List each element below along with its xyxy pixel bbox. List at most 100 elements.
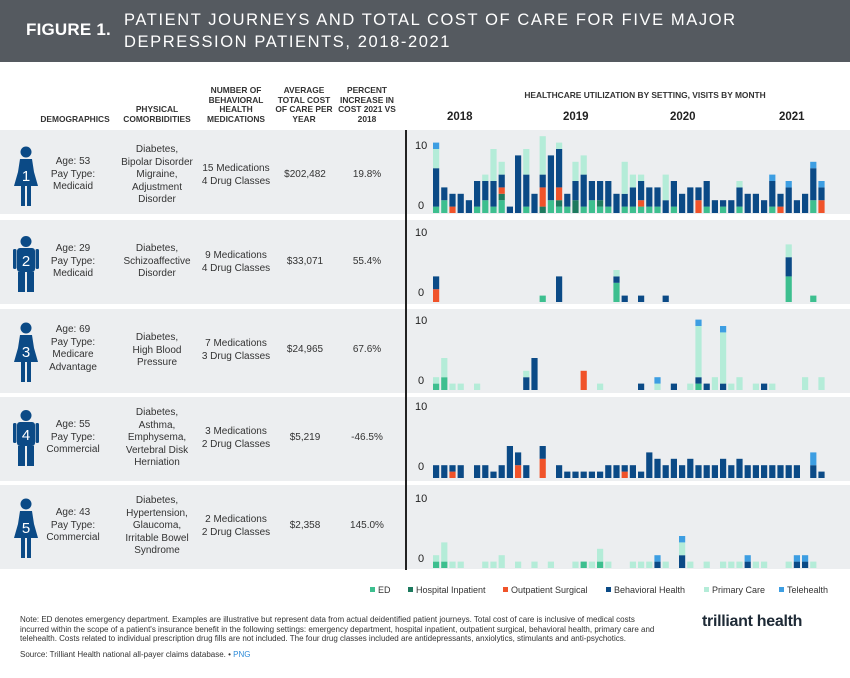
- age: Age: 55: [55, 419, 91, 430]
- bar-segment-hospital-inpatient: [556, 200, 563, 207]
- col-header-demographics: DEMOGRAPHICS: [40, 114, 110, 124]
- bar-segment-behavioral-health: [564, 193, 571, 207]
- bar-segment-ed: [670, 206, 677, 213]
- bar-segment-behavioral-health: [720, 200, 727, 207]
- bar-segment-behavioral-health: [769, 181, 776, 207]
- bar-segment-behavioral-health: [580, 174, 587, 207]
- bar-segment-ed: [482, 200, 489, 213]
- bar-segment-behavioral-health: [580, 471, 587, 478]
- comorbidity: Migraine,: [136, 169, 178, 180]
- table-chart-divider: [405, 130, 407, 570]
- bar-segment-behavioral-health: [441, 465, 448, 478]
- pct-increase-2: 55.4%: [352, 256, 382, 267]
- bar-segment-behavioral-health: [498, 174, 505, 188]
- bar-segment-behavioral-health: [605, 465, 612, 478]
- bar-segment-behavioral-health: [687, 458, 694, 478]
- bar-segment-behavioral-health: [588, 181, 595, 201]
- demographics-1: Age: 53 Pay Type: Medicaid: [38, 156, 108, 194]
- bar-segment-outpatient-surgical: [621, 471, 628, 478]
- bar-segment-behavioral-health: [662, 200, 669, 213]
- medications-3: 7 Medications 3 Drug Classes: [196, 338, 276, 363]
- bar-segment-primary-care: [556, 142, 563, 149]
- bar-segment-behavioral-health: [556, 276, 563, 302]
- bar-segment-behavioral-health: [662, 295, 669, 302]
- bar-segment-behavioral-health: [556, 465, 563, 478]
- bar-segment-telehealth: [810, 161, 817, 169]
- bar-segment-primary-care: [646, 561, 653, 568]
- patient-1-bars: [433, 136, 825, 213]
- bar-segment-primary-care: [621, 161, 628, 194]
- legend-item-primary-care: Primary Care: [704, 585, 765, 595]
- bar-segment-telehealth: [744, 555, 751, 562]
- bar-segment-behavioral-health: [703, 465, 710, 478]
- y-tick-0: 0: [418, 200, 425, 212]
- figure-label: FIGURE 1.: [26, 20, 111, 39]
- comorbidity: High Blood: [132, 344, 182, 356]
- legend-swatch: [704, 587, 709, 592]
- comorbidity: Diabetes,: [135, 243, 179, 254]
- bar-segment-telehealth: [433, 142, 440, 149]
- bar-segment-behavioral-health: [761, 465, 768, 478]
- patient-4-bars: [433, 446, 825, 478]
- bar-segment-outpatient-surgical: [433, 289, 440, 302]
- legend-item-telehealth: Telehealth: [779, 585, 828, 595]
- bar-segment-telehealth: [769, 174, 776, 181]
- bar-segment-primary-care: [736, 377, 743, 390]
- source-line: Source: Trilliant Health national all-pa…: [20, 650, 251, 659]
- bar-segment-behavioral-health: [629, 187, 636, 207]
- bar-segment-outpatient-surgical: [449, 471, 456, 478]
- bar-segment-behavioral-health: [515, 155, 522, 213]
- pay-type: Medicaid: [52, 181, 94, 192]
- bar-segment-primary-care: [539, 136, 546, 175]
- patient-row-band-2: [0, 220, 850, 304]
- bar-segment-primary-care: [547, 561, 554, 568]
- bar-segment-behavioral-health: [785, 465, 792, 478]
- bar-segment-behavioral-health: [457, 193, 464, 213]
- medication-count: 2 Medications: [205, 514, 267, 525]
- bar-segment-behavioral-health: [605, 181, 612, 207]
- bar-segment-behavioral-health: [506, 206, 513, 213]
- patient-5-bars: [433, 536, 817, 568]
- legend-label: Hospital Inpatient: [416, 585, 486, 595]
- col-header-comorbidities: PHYSICAL COMORBIDITIES: [123, 104, 191, 124]
- comorbidity: Diabetes,: [135, 332, 179, 343]
- comorbidity: Syndrome: [134, 545, 180, 556]
- png-link[interactable]: PNG: [233, 650, 251, 659]
- drug-class-count: 2 Drug Classes: [201, 526, 271, 538]
- comorbidity: Disorder: [138, 194, 176, 205]
- bar-segment-primary-care: [736, 561, 743, 568]
- bar-segment-behavioral-health: [679, 465, 686, 478]
- bar-segment-primary-care: [449, 561, 456, 568]
- drug-class-count: 2 Drug Classes: [201, 438, 271, 450]
- pay-type: Commercial: [46, 444, 100, 455]
- demographics-4: Age: 55 Pay Type: Commercial: [38, 419, 108, 457]
- bar-segment-primary-care: [605, 561, 612, 568]
- female-patient-icon: 3: [14, 322, 38, 382]
- pct-increase-1: 19.8%: [352, 169, 382, 180]
- legend-item-outpatient-surgical: Outpatient Surgical: [503, 585, 588, 595]
- bar-segment-behavioral-health: [679, 193, 686, 213]
- comorbidity: Diabetes,: [135, 144, 179, 155]
- bar-segment-outpatient-surgical: [498, 187, 505, 194]
- bar-segment-behavioral-health: [670, 458, 677, 478]
- bar-segment-behavioral-health: [711, 465, 718, 478]
- separator: •: [228, 650, 231, 659]
- bar-segment-primary-care: [818, 377, 825, 390]
- patient-number: 5: [22, 520, 30, 537]
- bar-segment-behavioral-health: [547, 155, 554, 201]
- age: Age: 69: [55, 324, 91, 335]
- drug-class-count: 4 Drug Classes: [201, 175, 271, 187]
- col-header-medications: NUMBER OF BEHAVIORAL HEALTH MEDICATIONS: [206, 85, 265, 124]
- bar-segment-behavioral-health: [769, 465, 776, 478]
- comorbidity: Diabetes,: [135, 407, 179, 418]
- bar-segment-outpatient-surgical: [580, 370, 587, 390]
- y-tick-0: 0: [418, 375, 425, 387]
- demographics-3: Age: 69 Pay Type: Medicare Advantage: [38, 324, 108, 374]
- bar-segment-behavioral-health: [433, 168, 440, 207]
- bar-segment-telehealth: [679, 536, 686, 543]
- bar-segment-behavioral-health: [465, 200, 472, 213]
- avg-cost-2: $33,071: [286, 256, 324, 267]
- bar-segment-ed: [498, 200, 505, 213]
- bar-segment-behavioral-health: [515, 452, 522, 466]
